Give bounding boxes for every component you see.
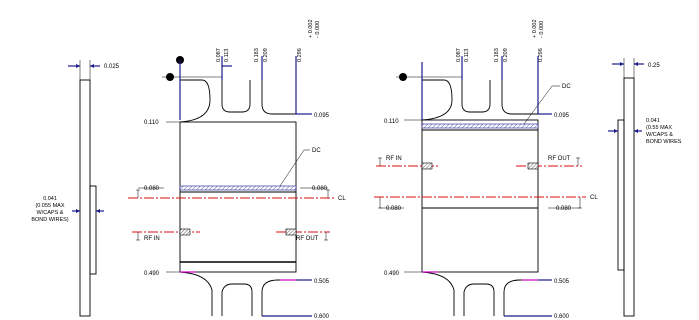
right-dim-0087: 0.087 bbox=[456, 48, 462, 62]
left-rf-out-label: RF OUT bbox=[296, 236, 319, 242]
right-side-view: 0.25 0.041 (0.55 MAX W/CAPS & BOND WIRES bbox=[608, 58, 682, 317]
right-dim-0183: 0.183 bbox=[494, 48, 500, 62]
right-bottom-tab-3 bbox=[503, 279, 538, 316]
right-side-note-line4: BOND WIRES bbox=[646, 139, 682, 145]
right-dim-0080-b: 0.080 bbox=[556, 206, 572, 212]
right-tolerance-plus: + 0.002 bbox=[532, 19, 538, 38]
left-dim-0505: 0.505 bbox=[314, 279, 330, 285]
left-dim-0296: 0.296 bbox=[297, 48, 303, 62]
left-side-thickness-label: 0.025 bbox=[104, 64, 120, 70]
right-top-tab-1 bbox=[421, 79, 453, 121]
right-top-body bbox=[421, 119, 539, 273]
right-dim-0110: 0.110 bbox=[384, 119, 399, 125]
left-top-tab-1 bbox=[179, 79, 211, 123]
right-side-note-line3: W/CAPS & bbox=[646, 132, 673, 138]
right-side-thickness-label: 0.25 bbox=[648, 63, 660, 69]
left-fiducial-icon bbox=[162, 56, 222, 81]
right-dim-0209: 0.209 bbox=[503, 48, 509, 62]
left-dim-0087: 0.087 bbox=[216, 48, 222, 62]
right-rf-out-pad bbox=[527, 162, 539, 170]
left-top-dc-strip bbox=[179, 185, 297, 191]
left-side-view: 0.025 0.041 (0.055 MAX W/CAPS & BOND WIR… bbox=[31, 60, 120, 317]
right-dim-0095: 0.095 bbox=[554, 113, 570, 119]
left-tolerance-minus: - 0.000 bbox=[315, 21, 321, 38]
right-side-note-line1: 0.041 bbox=[646, 118, 660, 124]
right-top-tab-3 bbox=[501, 80, 538, 115]
left-side-note-line3: W/CAPS & bbox=[37, 210, 64, 216]
left-dim-0490: 0.490 bbox=[144, 271, 160, 277]
right-dc-label: DC bbox=[562, 84, 571, 90]
left-tolerance-plus: + 0.002 bbox=[308, 19, 314, 38]
left-dim-0209: 0.209 bbox=[263, 48, 269, 62]
right-top-dc-strip bbox=[421, 123, 539, 129]
right-fiducial-icon bbox=[396, 73, 462, 81]
right-rf-out-label: RF OUT bbox=[548, 156, 571, 162]
right-dim-0600: 0.600 bbox=[554, 314, 570, 320]
right-dim-0490: 0.490 bbox=[384, 271, 400, 277]
right-dim-0113: 0.113 bbox=[464, 49, 470, 62]
right-top-view: 0.087 0.113 0.183 0.209 0.296 + 0.002 - … bbox=[374, 19, 598, 320]
right-dim-0505: 0.505 bbox=[554, 279, 570, 285]
right-bottom-tabs bbox=[421, 271, 495, 316]
left-top-tab-3 bbox=[261, 80, 296, 115]
left-rf-in-label: RF IN bbox=[144, 236, 160, 242]
right-rf-in-pad bbox=[421, 162, 433, 170]
left-side-note-line1: 0.041 bbox=[43, 196, 57, 202]
left-dim-0110: 0.110 bbox=[144, 120, 159, 126]
right-side-component-bump bbox=[617, 119, 625, 271]
left-dim-0183: 0.183 bbox=[254, 48, 260, 62]
left-bottom-tab-3 bbox=[261, 279, 296, 316]
left-side-component-bump bbox=[89, 185, 97, 275]
left-dim-0080-b: 0.080 bbox=[312, 186, 328, 192]
left-dim-0600: 0.600 bbox=[314, 314, 330, 320]
left-rf-in-pad bbox=[179, 228, 191, 236]
left-rf-out-pad bbox=[285, 228, 297, 236]
right-side-note-line2: (0.55 MAX bbox=[646, 125, 672, 131]
left-dim-0095: 0.095 bbox=[314, 113, 330, 119]
left-side-note-line4: BOND WIRES) bbox=[31, 217, 68, 223]
right-tolerance-minus: - 0.000 bbox=[539, 21, 545, 38]
right-cl-label: CL bbox=[590, 195, 598, 201]
left-bottom-tabs bbox=[179, 271, 253, 316]
right-dim-0080-a: 0.080 bbox=[386, 206, 402, 212]
right-top-tab-2 bbox=[461, 80, 491, 113]
left-side-note-line2: (0.055 MAX bbox=[35, 203, 64, 209]
left-top-tab-2 bbox=[221, 80, 251, 113]
left-dim-0080-a: 0.080 bbox=[144, 186, 160, 192]
left-cl-label: CL bbox=[338, 196, 346, 202]
left-top-view: 0.087 0.113 0.183 0.209 0.296 + 0.002 - … bbox=[128, 19, 346, 320]
left-dc-label: DC bbox=[312, 148, 321, 154]
right-side-body bbox=[623, 77, 635, 317]
left-side-body bbox=[79, 79, 91, 317]
right-dim-0296: 0.296 bbox=[538, 48, 544, 62]
right-rf-in-label: RF IN bbox=[386, 156, 402, 162]
left-dim-0113: 0.113 bbox=[224, 49, 230, 62]
left-top-body bbox=[179, 121, 297, 273]
